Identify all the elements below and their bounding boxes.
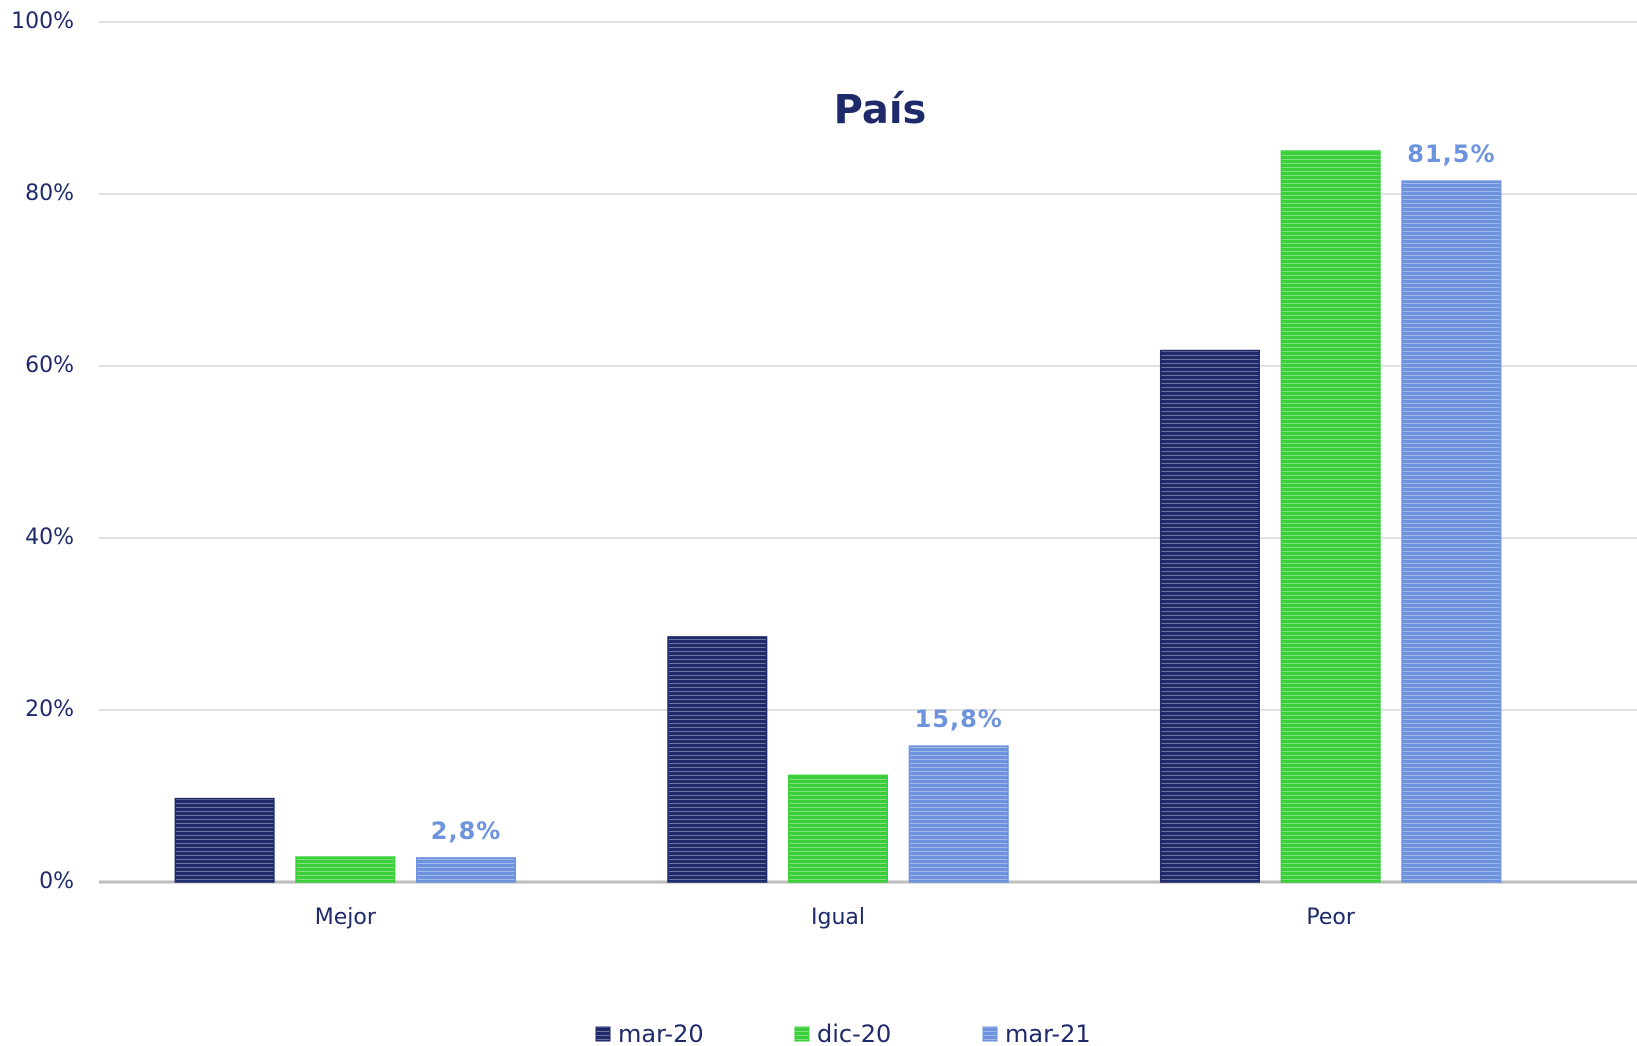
x-tick-label: Peor (1306, 905, 1355, 930)
data-label: 2,8% (431, 817, 502, 845)
y-tick-label: 20% (25, 697, 74, 722)
bar (1159, 349, 1260, 883)
bar (1280, 150, 1381, 883)
bar (787, 774, 889, 883)
legend-label: dic-20 (817, 1020, 891, 1046)
x-tick-label: Mejor (315, 905, 377, 930)
data-label: 15,8% (915, 705, 1003, 733)
legend-swatch (982, 1026, 998, 1042)
y-tick-label: 100% (11, 9, 74, 34)
bar (908, 745, 1009, 883)
y-tick-label: 60% (25, 353, 74, 378)
x-tick-label: Igual (811, 905, 865, 930)
legend-swatch (794, 1026, 810, 1042)
bar (667, 636, 768, 883)
chart-title: País (834, 87, 927, 133)
bar (174, 797, 275, 883)
y-tick-label: 40% (25, 525, 74, 550)
legend-swatch (595, 1026, 611, 1042)
legend-label: mar-20 (618, 1020, 704, 1046)
bar (416, 857, 517, 883)
data-label: 81,5% (1407, 140, 1495, 168)
y-tick-label: 0% (39, 869, 74, 894)
bar (295, 856, 396, 883)
bar (1401, 180, 1502, 883)
y-tick-label: 80% (25, 181, 74, 206)
legend-label: mar-21 (1005, 1020, 1091, 1046)
